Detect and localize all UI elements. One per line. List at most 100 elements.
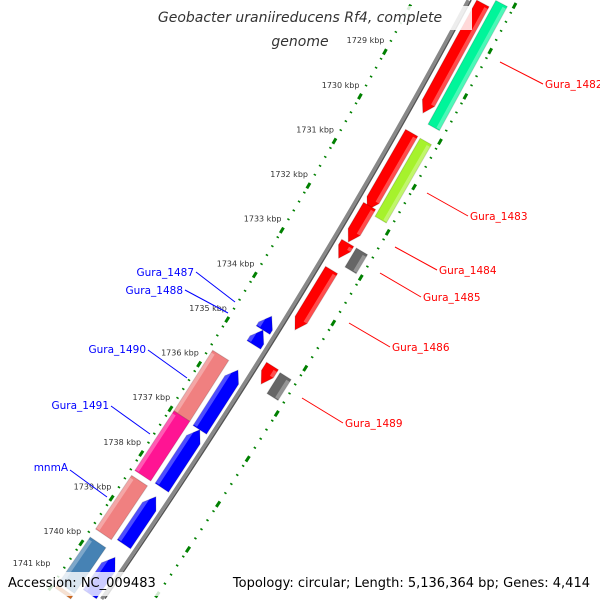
gene-label-gura_1486[interactable]: Gura_1486 (392, 342, 450, 354)
minor-tick (509, 11, 513, 15)
minor-tick (75, 548, 79, 552)
minor-tick (444, 129, 448, 132)
minor-tick (158, 423, 162, 427)
minor-tick (449, 120, 453, 123)
gene-feature-14[interactable] (154, 429, 201, 493)
minor-tick (504, 20, 508, 24)
gene-feature-2[interactable] (366, 128, 419, 211)
feature-highlight (247, 328, 259, 342)
major-tick (184, 545, 192, 553)
gene-feature-19[interactable] (94, 474, 149, 541)
minor-tick (241, 464, 245, 468)
feature-highlight (356, 209, 375, 236)
gene-feature-5[interactable] (294, 265, 339, 331)
gene-label-gura_1487[interactable]: Gura_1487 (136, 267, 194, 279)
minor-tick (297, 200, 301, 203)
minor-tick (434, 147, 438, 151)
tick-label: 1733 kbp (244, 215, 282, 224)
feature-highlight (347, 246, 353, 252)
feature-highlight (431, 7, 488, 107)
gene-label-gura_1491[interactable]: Gura_1491 (51, 400, 109, 412)
minor-tick (499, 29, 503, 33)
gene-label-gura_1482[interactable]: Gura_1482 (545, 79, 600, 91)
gene-feature-18[interactable] (134, 410, 191, 482)
label-leader-line (110, 405, 151, 435)
gene-label-gura_1490[interactable]: Gura_1490 (88, 344, 146, 356)
minor-tick (398, 210, 401, 214)
minor-tick (328, 146, 332, 150)
label-leader-line (195, 271, 236, 303)
minor-tick (169, 573, 173, 576)
major-tick (196, 360, 203, 368)
tick-label: 1735 kbp (189, 304, 227, 313)
label-leader-line (394, 246, 438, 271)
minor-tick (265, 428, 268, 432)
gene-label-gura_1488[interactable]: Gura_1488 (125, 285, 183, 297)
gene-feature-4[interactable] (338, 238, 355, 260)
minor-tick (199, 527, 203, 531)
minor-tick (270, 419, 274, 422)
gene-feature-1[interactable] (421, 0, 490, 114)
minor-tick (152, 432, 156, 436)
tick-label: 1738 kbp (103, 438, 141, 447)
minor-tick (338, 310, 342, 314)
minor-tick (389, 39, 393, 43)
minor-tick (205, 518, 209, 522)
gene-label-gura_1489[interactable]: Gura_1489 (345, 418, 403, 430)
minor-tick (215, 334, 219, 337)
major-tick (437, 138, 443, 146)
feature-highlight (353, 254, 367, 273)
minor-tick (323, 155, 327, 159)
minor-tick (99, 512, 103, 516)
minor-tick (193, 536, 197, 540)
backbone (100, 0, 470, 600)
gene-feature-8[interactable] (374, 137, 433, 224)
minor-tick (282, 401, 286, 404)
minor-tick (376, 247, 380, 250)
gene-feature-9[interactable] (344, 247, 369, 275)
minor-tick (479, 65, 483, 69)
minor-tick (211, 509, 215, 513)
feature-highlight (303, 273, 337, 324)
minor-tick (223, 491, 227, 495)
label-leader-line (499, 61, 544, 85)
minor-tick (175, 564, 179, 567)
tick-label: 1737 kbp (132, 393, 170, 402)
label-leader-line (426, 192, 469, 217)
map-title: Geobacter uraniireducens Rf4, complete g… (128, 6, 472, 50)
minor-tick (232, 307, 236, 310)
minor-tick (62, 566, 66, 570)
minor-tick (249, 280, 253, 284)
gene-feature-7[interactable] (427, 0, 508, 132)
gene-feature-12[interactable] (246, 329, 265, 350)
minor-tick (454, 111, 458, 114)
gene-feature-10[interactable] (266, 371, 292, 402)
minor-tick (318, 164, 322, 168)
gene-feature-6[interactable] (260, 361, 280, 385)
gene-feature-3[interactable] (347, 201, 377, 243)
minor-tick (260, 262, 263, 266)
minor-tick (349, 110, 353, 114)
label-leader-line (301, 397, 344, 424)
minor-tick (313, 173, 317, 177)
feature-highlight (436, 6, 507, 130)
minor-tick (460, 102, 463, 105)
minor-tick (105, 503, 109, 507)
gene-label-gura_1483[interactable]: Gura_1483 (470, 211, 528, 223)
minor-tick (419, 174, 422, 178)
minor-tick (403, 201, 407, 205)
gene-label-gura_1485[interactable]: Gura_1485 (423, 292, 481, 304)
major-tick (224, 316, 231, 324)
feature-highlight (135, 413, 176, 472)
gene-label-mnma[interactable]: mnmA (34, 462, 69, 474)
minor-tick (339, 128, 343, 132)
feature-highlight (174, 352, 215, 413)
major-tick (357, 93, 363, 100)
gene-label-gura_1484[interactable]: Gura_1484 (439, 265, 497, 277)
gene-feature-15[interactable] (116, 495, 157, 550)
minor-tick (164, 414, 168, 418)
major-tick (331, 137, 338, 145)
major-tick (215, 500, 222, 508)
major-tick (78, 539, 85, 547)
